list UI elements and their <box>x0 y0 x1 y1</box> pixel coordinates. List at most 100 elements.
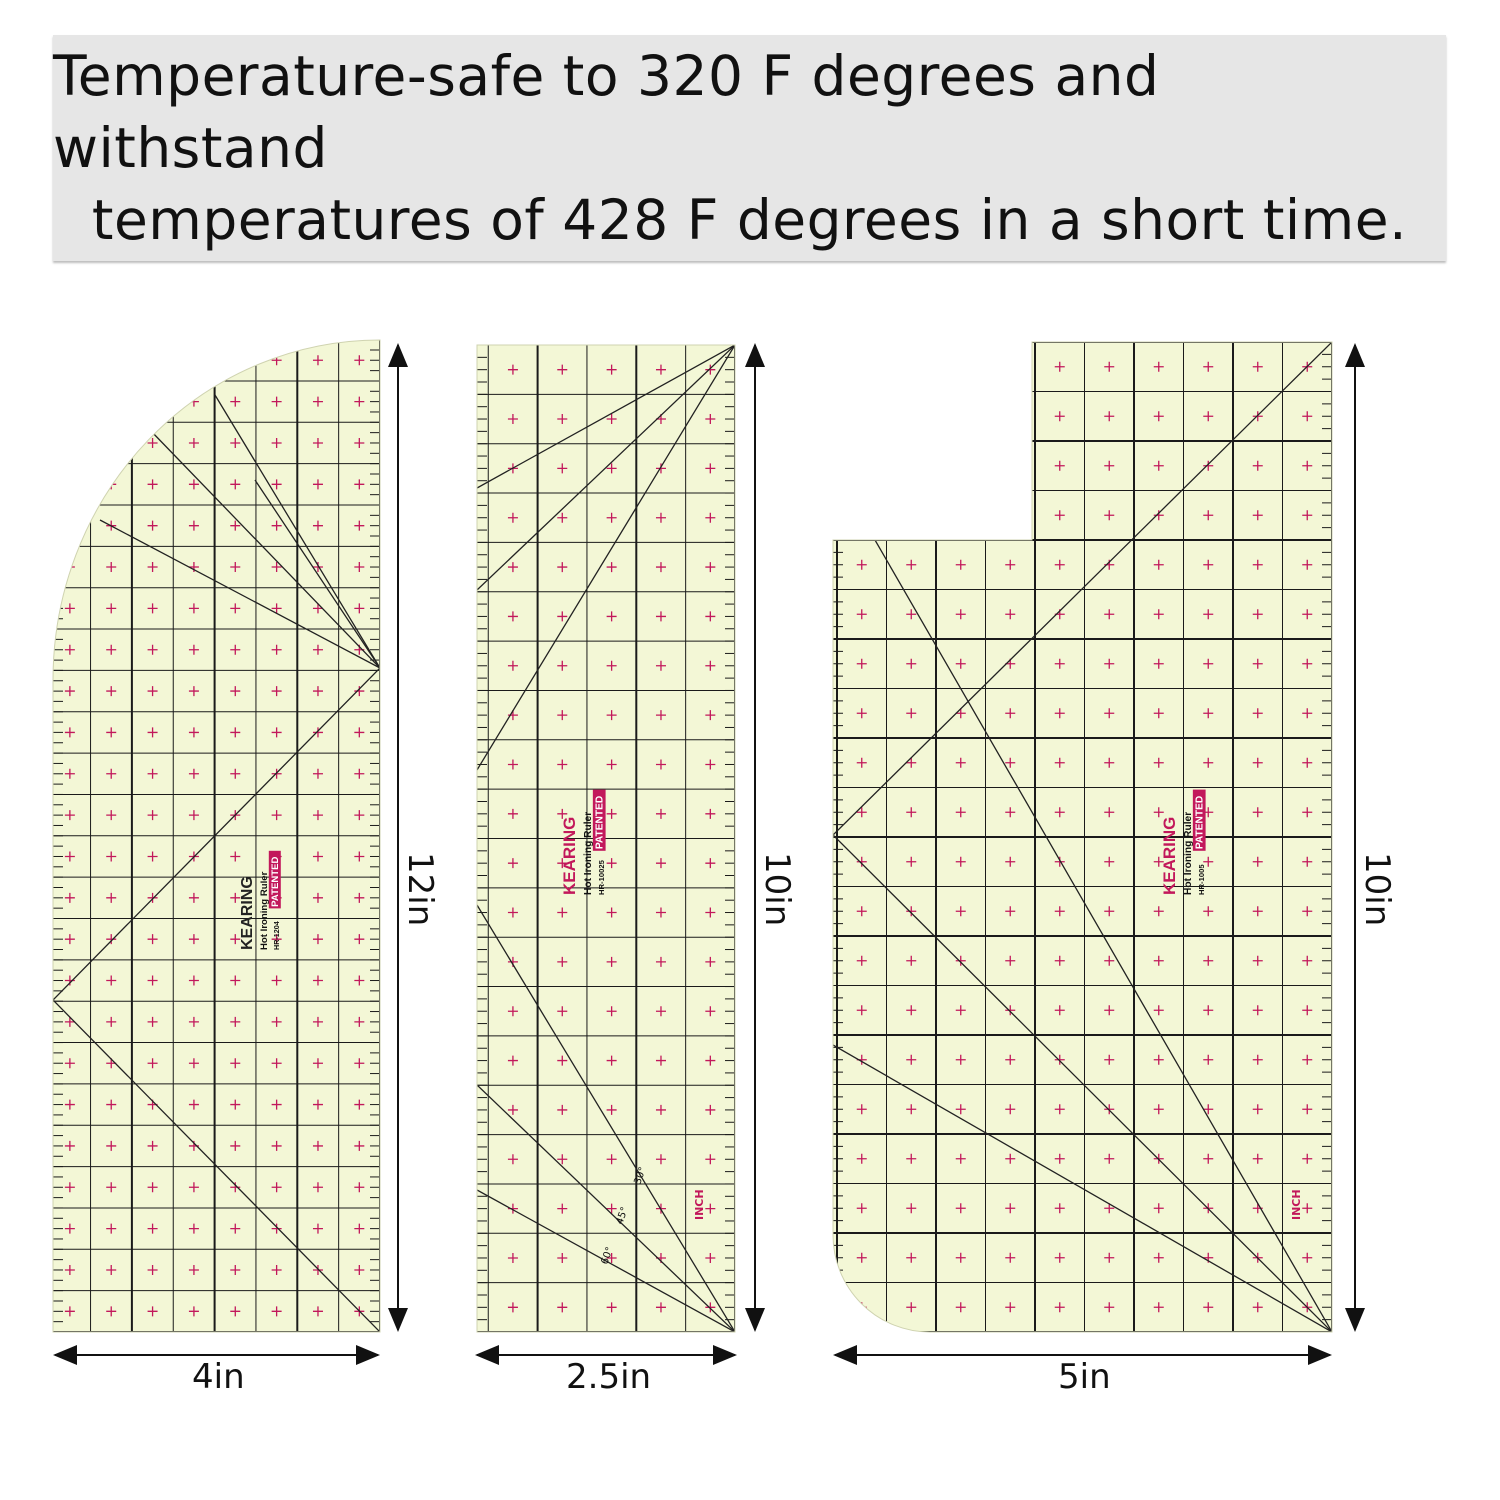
cross-mark <box>557 1203 568 1214</box>
cross-mark <box>1252 559 1263 570</box>
ruler-body <box>53 340 380 1332</box>
cross-mark <box>856 1104 867 1115</box>
cross-mark <box>1203 708 1214 719</box>
cross-mark <box>856 559 867 570</box>
cross-mark <box>312 686 323 697</box>
cross-mark <box>230 1264 241 1275</box>
cross-mark <box>507 1104 518 1115</box>
cross-mark <box>1005 1005 1016 1016</box>
cross-mark <box>705 1055 716 1066</box>
cross-mark <box>856 361 867 372</box>
cross-mark <box>955 460 966 471</box>
cross-mark <box>856 708 867 719</box>
cross-mark <box>312 1099 323 1110</box>
patented-text: PATENTED <box>1195 796 1206 849</box>
cross-mark <box>354 1016 365 1027</box>
cross-mark <box>1054 906 1065 917</box>
cross-mark <box>705 611 716 622</box>
cross-mark <box>230 520 241 531</box>
cross-mark <box>147 810 158 821</box>
cross-mark <box>1054 708 1065 719</box>
cross-mark <box>64 975 75 986</box>
cross-mark <box>1252 1005 1263 1016</box>
cross-mark <box>1104 510 1115 521</box>
cross-mark <box>1104 658 1115 669</box>
cross-mark <box>1252 906 1263 917</box>
cross-mark <box>230 686 241 697</box>
cross-mark <box>64 644 75 655</box>
cross-mark <box>147 1016 158 1027</box>
cross-mark <box>1054 1203 1065 1214</box>
cross-mark <box>147 437 158 448</box>
cross-mark <box>705 710 716 721</box>
cross-mark <box>1153 1005 1164 1016</box>
cross-mark <box>354 727 365 738</box>
cross-mark <box>354 603 365 614</box>
cross-mark <box>64 686 75 697</box>
cross-mark <box>606 414 617 425</box>
cross-mark <box>1153 1054 1164 1065</box>
cross-mark <box>64 520 75 531</box>
cross-mark <box>271 686 282 697</box>
cross-mark <box>557 1006 568 1017</box>
patented-text: PATENTED <box>595 796 606 849</box>
cross-mark <box>1153 559 1164 570</box>
brand-logo: KEARING <box>239 876 256 950</box>
cross-mark <box>106 1016 117 1027</box>
cross-mark <box>1005 1203 1016 1214</box>
cross-mark <box>606 463 617 474</box>
cross-mark <box>1302 1005 1313 1016</box>
cross-mark <box>64 934 75 945</box>
cross-mark <box>557 660 568 671</box>
brand-logo: KEARING <box>1160 817 1179 895</box>
cross-mark <box>1054 1054 1065 1065</box>
cross-mark <box>64 1140 75 1151</box>
cross-mark <box>655 364 666 375</box>
cross-mark <box>606 562 617 573</box>
cross-mark <box>856 1252 867 1263</box>
cross-mark <box>557 1302 568 1313</box>
cross-mark <box>1104 708 1115 719</box>
cross-mark <box>1252 1054 1263 1065</box>
cross-mark <box>271 1058 282 1069</box>
cross-mark <box>312 1182 323 1193</box>
cross-mark <box>1005 955 1016 966</box>
cross-mark <box>188 479 199 490</box>
cross-mark <box>1153 955 1164 966</box>
cross-mark <box>507 512 518 523</box>
cross-mark <box>1203 1054 1214 1065</box>
cross-mark <box>354 810 365 821</box>
product-name: Hot Ironing Ruler <box>259 871 270 950</box>
cross-mark <box>271 1016 282 1027</box>
header-banner: Temperature-safe to 320 F degrees and wi… <box>53 35 1446 261</box>
cross-mark <box>1302 460 1313 471</box>
cross-mark <box>64 1182 75 1193</box>
cross-mark <box>1153 807 1164 818</box>
cross-mark <box>705 759 716 770</box>
cross-mark <box>354 1099 365 1110</box>
cross-mark <box>230 396 241 407</box>
product-name: Hot Ironing Ruler <box>583 812 594 895</box>
cross-mark <box>655 1055 666 1066</box>
cross-mark <box>64 892 75 903</box>
cross-mark <box>1153 1252 1164 1263</box>
cross-mark <box>230 1016 241 1027</box>
cross-mark <box>507 562 518 573</box>
cross-mark <box>507 414 518 425</box>
cross-mark <box>1302 411 1313 422</box>
cross-mark <box>507 1154 518 1165</box>
cross-mark <box>557 808 568 819</box>
cross-mark <box>271 1223 282 1234</box>
cross-mark <box>312 562 323 573</box>
cross-mark <box>955 510 966 521</box>
cross-mark <box>188 1223 199 1234</box>
cross-mark <box>1153 757 1164 768</box>
cross-mark <box>1203 906 1214 917</box>
cross-mark <box>106 1223 117 1234</box>
cross-mark <box>606 1203 617 1214</box>
cross-mark <box>106 1099 117 1110</box>
cross-mark <box>1054 460 1065 471</box>
cross-mark <box>312 934 323 945</box>
cross-mark <box>856 955 867 966</box>
cross-mark <box>1104 955 1115 966</box>
